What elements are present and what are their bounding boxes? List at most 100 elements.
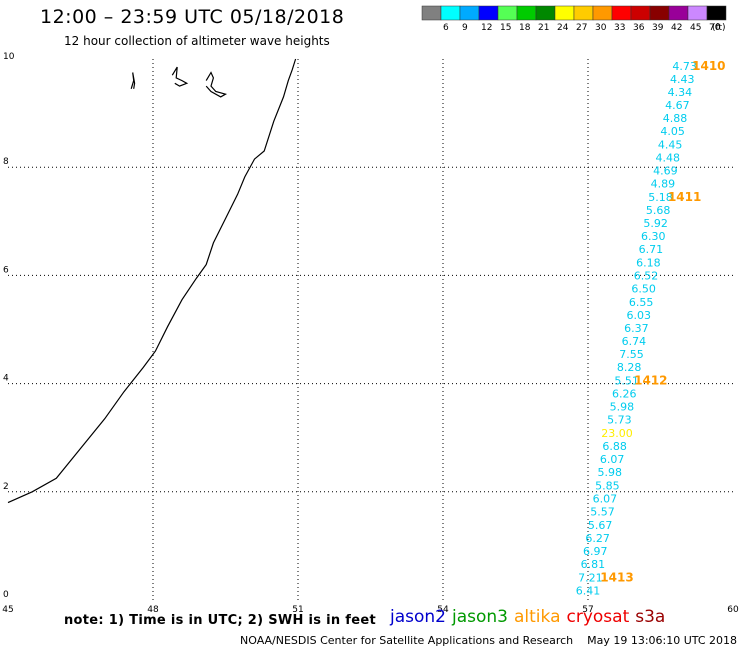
colorbar-tick-label: 45: [690, 23, 701, 33]
colorbar-swatch: [478, 5, 499, 21]
time-label: 1413: [600, 570, 633, 584]
x-tick-label: 57: [582, 605, 593, 615]
colorbar-swatch: [573, 5, 594, 21]
colorbar-tick-label: 15: [500, 23, 511, 33]
wave-height-label: 4.89: [651, 177, 676, 190]
wave-height-label: 6.88: [602, 440, 627, 453]
colorbar-tick-label: 39: [652, 23, 664, 33]
colorbar-swatch: [535, 5, 556, 21]
colorbar-tick-label: 18: [519, 23, 531, 33]
wave-height-label: 6.52: [634, 269, 659, 282]
wave-height-label: 5.67: [588, 519, 613, 532]
island-outline: [130, 72, 136, 89]
time-labels: 1410 1411 1412 1413: [600, 59, 725, 584]
colorbar-swatch: [421, 5, 442, 21]
coastline: [7, 58, 297, 504]
y-tick-label: 6: [3, 265, 9, 275]
wave-height-label: 4.73: [672, 60, 697, 73]
data-points: 4.734.434.344.674.884.054.454.484.694.89…: [576, 60, 697, 597]
satellite-legend-item: cryosat: [566, 607, 630, 627]
colorbar-swatch: [706, 5, 727, 21]
wave-height-label: 5.98: [598, 466, 623, 479]
wave-height-label: 5.57: [590, 505, 615, 518]
coastline-line: [7, 58, 297, 504]
colorbar-swatch: [497, 5, 518, 21]
x-tick-label: 60: [727, 605, 739, 615]
time-label: 1410: [692, 59, 725, 73]
wave-height-label: 5.98: [610, 400, 635, 413]
colorbar-tick-label: 70: [709, 23, 721, 33]
colorbar-unit-label: (ft): [712, 23, 726, 33]
footnote: note: 1) Time is in UTC; 2) SWH is in fe…: [64, 613, 376, 628]
satellite-legend-item: altika: [514, 607, 561, 627]
wave-height-label: 8.28: [617, 361, 642, 374]
wave-height-label: 4.88: [663, 112, 688, 125]
wave-height-label: 5.51: [614, 374, 639, 387]
colorbar-swatch: [516, 5, 537, 21]
colorbar-swatch: [649, 5, 670, 21]
wave-height-label: 6.81: [581, 558, 606, 571]
wave-height-label: 4.43: [670, 73, 695, 86]
colorbar-tick-label: 24: [557, 23, 569, 33]
wave-height-label: 6.37: [624, 322, 649, 335]
colorbar-tick-label: 27: [576, 23, 587, 33]
colorbar-swatch: [592, 5, 613, 21]
wave-height-label: 6.26: [612, 387, 637, 400]
colorbar-swatch: [668, 5, 689, 21]
wave-height-label: 4.69: [653, 164, 678, 177]
y-tick-label: 8: [3, 157, 9, 167]
colorbar-swatch: [554, 5, 575, 21]
colorbar-tick-label: 21: [538, 23, 549, 33]
wave-height-label: 6.07: [600, 453, 625, 466]
island-outline: [205, 71, 228, 98]
wave-height-label: 4.48: [656, 151, 681, 164]
satellite-legend: jason2 jason3 altika cryosat s3a: [390, 607, 671, 627]
wave-height-label: 6.50: [631, 282, 656, 295]
wave-height-label: 6.03: [627, 309, 652, 322]
wave-height-label: 6.30: [641, 230, 666, 243]
y-tick-label: 2: [3, 482, 9, 492]
time-label: 1411: [668, 190, 701, 204]
wave-height-label: 6.18: [636, 256, 661, 269]
wave-height-label: 4.67: [665, 99, 690, 112]
satellite-legend-item: jason3: [452, 607, 508, 627]
wave-height-label: 5.18: [648, 191, 673, 204]
wave-height-label: 7.55: [619, 348, 644, 361]
credit-line: NOAA/NESDIS Center for Satellite Applica…: [240, 634, 738, 647]
wave-height-label: 4.34: [668, 86, 693, 99]
colorbar-tick-label: 6: [443, 23, 449, 33]
wave-height-label: 7.21: [578, 571, 603, 584]
wave-height-label: 4.05: [660, 125, 685, 138]
satellite-legend-item: s3a: [635, 607, 666, 627]
colorbar-swatch: [459, 5, 480, 21]
wave-height-label: 6.97: [583, 545, 608, 558]
colorbar-tick-label: 33: [614, 23, 625, 33]
colorbar-swatch: [440, 5, 461, 21]
axis-ticks: 45 48 51 54 57 60 0 2 4 6 8 10: [2, 52, 739, 615]
wave-height-label: 5.73: [607, 413, 632, 426]
chart-grid: [8, 59, 733, 600]
x-tick-label: 51: [292, 605, 303, 615]
colorbar-swatch: [611, 5, 632, 21]
wave-height-label: 6.41: [576, 584, 601, 597]
colorbar-tick-label: 9: [462, 23, 468, 33]
wave-height-label: 5.68: [646, 204, 671, 217]
y-tick-label: 10: [3, 52, 15, 62]
colorbar-tick-label: 42: [671, 23, 682, 33]
wave-height-label: 5.92: [643, 217, 668, 230]
wave-height-label: 6.74: [622, 335, 647, 348]
page-subtitle: 12 hour collection of altimeter wave hei…: [64, 34, 330, 48]
page-title: 12:00 – 23:59 UTC 05/18/2018: [40, 6, 345, 28]
colorbar-swatch: [630, 5, 651, 21]
y-tick-label: 0: [3, 590, 9, 600]
wave-height-label: 5.85: [595, 479, 620, 492]
wave-height-label: 6.71: [639, 243, 664, 256]
colorbar-swatch: [687, 5, 708, 21]
island-outline: [171, 66, 189, 87]
y-tick-label: 4: [3, 374, 9, 384]
colorbar-tick-label: 30: [595, 23, 607, 33]
wave-height-label: 6.55: [629, 296, 654, 309]
x-tick-label: 48: [147, 605, 159, 615]
x-tick-label: 45: [2, 605, 13, 615]
